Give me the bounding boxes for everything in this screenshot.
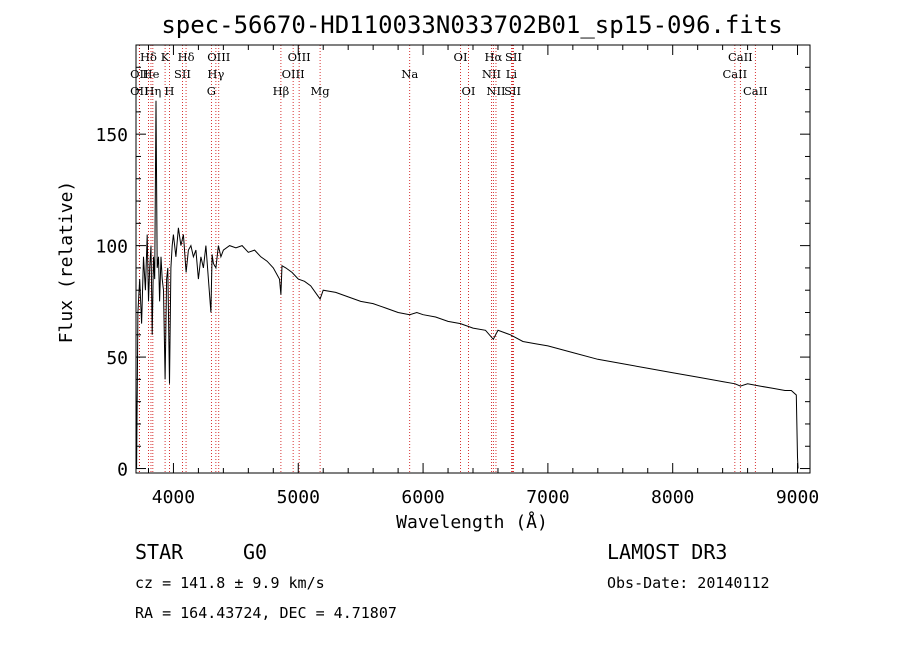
redshift-velocity: cz = 141.8 ± 9.9 km/s [135, 574, 325, 592]
x-tick-label: 5000 [277, 487, 320, 508]
x-tick-label: 8000 [651, 487, 694, 508]
spectral-line-markers [138, 45, 756, 473]
spectral-line-label: OI [462, 84, 476, 98]
spectral-line-label: Hδ [178, 50, 195, 64]
spectral-line-label: Na [401, 67, 418, 81]
object-class: STAR [135, 540, 184, 564]
x-tick-label: 9000 [776, 487, 819, 508]
object-subclass: G0 [243, 540, 268, 564]
spectral-line-label: Hη [144, 84, 161, 98]
spectral-line-label: SII [504, 84, 521, 98]
spectral-line-label: OII [130, 67, 149, 81]
y-tick-label: 0 [117, 460, 128, 481]
y-tick-label: 150 [95, 125, 128, 146]
spectral-line-label: Mg [311, 84, 331, 98]
chart-title: spec-56670-HD110033N033702B01_sp15-096.f… [161, 11, 782, 39]
spectral-line-label: He [143, 67, 160, 81]
spectral-line-label: OIII [282, 67, 305, 81]
spectral-line-label: Hγ [207, 67, 224, 81]
x-axis-label: Wavelength (Å) [396, 511, 548, 533]
spectral-line-label: CaII [728, 50, 753, 64]
spectral-line-label: OIII [207, 50, 230, 64]
spectral-line-label: CaII [722, 67, 747, 81]
spectral-line-label: OI [454, 50, 468, 64]
spectral-line-label: SII [505, 50, 522, 64]
spectral-line-label: H [164, 84, 174, 98]
y-axis-label: Flux (relative) [56, 181, 77, 344]
plot-frame [135, 44, 811, 474]
spectral-line-label: K [161, 50, 170, 64]
spectral-line-label: OII [130, 84, 149, 98]
observation-date: Obs-Date: 20140112 [607, 574, 770, 592]
spectral-line-label: NII [486, 84, 505, 98]
spectral-line-label: Hδ [140, 50, 157, 64]
y-tick-label: 100 [95, 237, 128, 258]
x-axis-ticks: 4000 5000 6000 7000 8000 9000 [147, 45, 819, 508]
spectral-line-label: G [207, 84, 216, 98]
spectral-line-label: OIII [288, 50, 311, 64]
x-tick-label: 6000 [401, 487, 444, 508]
spectral-line-label: Hβ [273, 84, 290, 98]
spectral-line-label: Li [506, 67, 518, 81]
x-tick-label: 7000 [526, 487, 569, 508]
spectral-line-label: NII [482, 67, 501, 81]
x-tick-label: 4000 [152, 487, 195, 508]
y-axis-ticks: 0 50 100 150 [95, 66, 810, 481]
y-tick-label: 50 [106, 348, 128, 369]
spectral-line-label: CaII [743, 84, 768, 98]
coordinates: RA = 164.43724, DEC = 4.71807 [135, 604, 397, 622]
spectral-line-label: Hα [484, 50, 502, 64]
spectral-line-label: SII [174, 67, 191, 81]
survey-name: LAMOST DR3 [607, 540, 728, 564]
spectrum-line [135, 100, 799, 469]
